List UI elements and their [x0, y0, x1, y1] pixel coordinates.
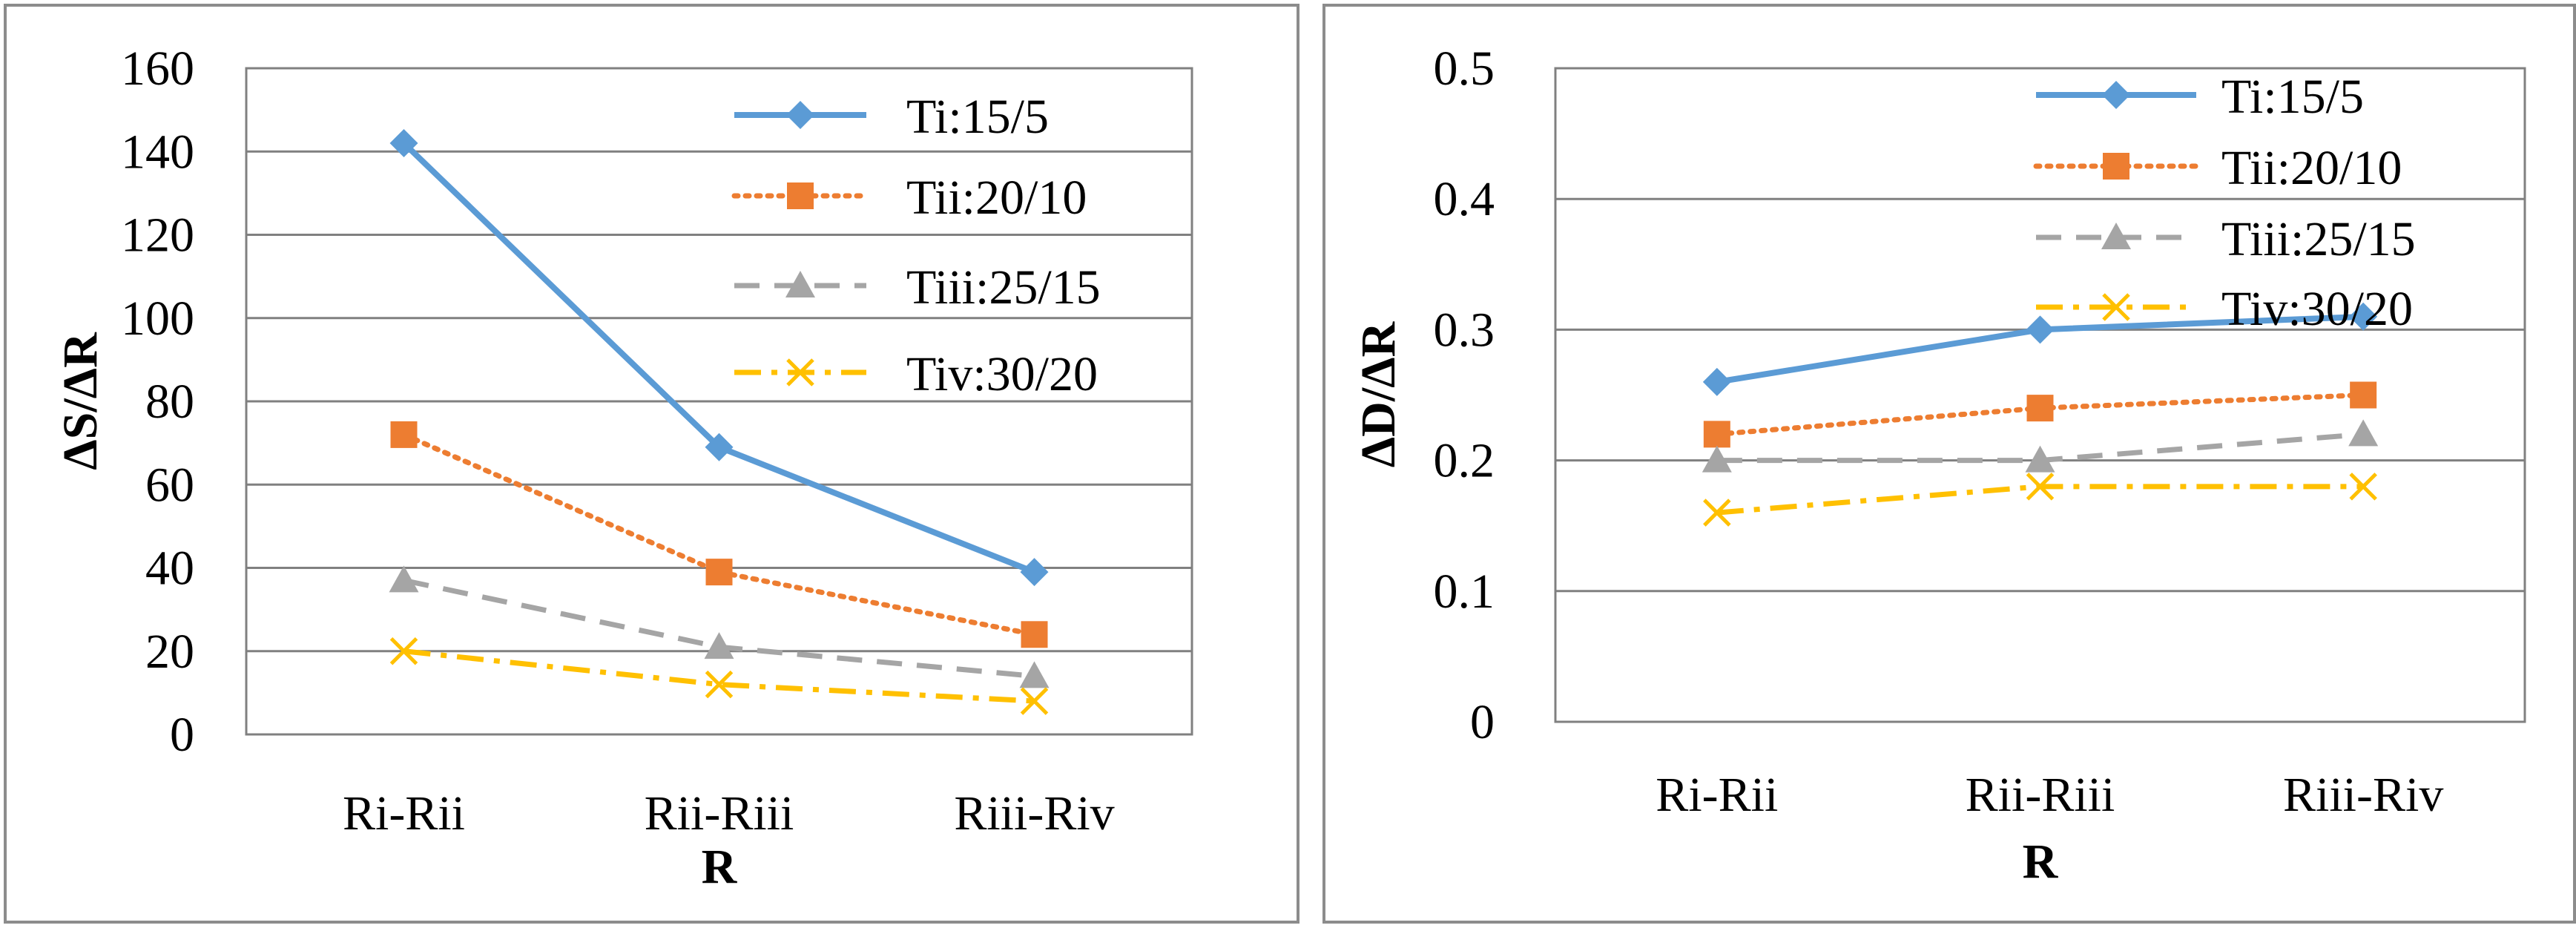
x-tick-label: Rii-Riii [645, 786, 794, 840]
legend-label: Tiii:25/15 [2221, 212, 2416, 266]
data-point [2350, 381, 2377, 409]
legend-item: Tiv:30/20 [2036, 282, 2413, 336]
data-point [705, 670, 734, 699]
series-1 [1702, 302, 2378, 396]
chart-panel-2: 0 0.1 0.2 0.3 0.4 0.5 Ri-Rii Rii-Riii Riii-Riv R Δ… [1322, 4, 2576, 924]
data-point [1702, 367, 1731, 396]
series-2 [1703, 381, 2377, 448]
x-tick-label: Ri-Rii [1656, 768, 1778, 822]
plot-area [1554, 67, 2526, 723]
legend-item: Tii:20/10 [2033, 141, 2402, 195]
legend-label: Ti:15/5 [2221, 70, 2364, 124]
legend-label: Tii:20/10 [2221, 141, 2402, 195]
series-4 [1703, 473, 2377, 527]
y-tick-label: 0 [170, 708, 194, 762]
x-axis-title: R [702, 840, 738, 894]
data-point [1019, 661, 1050, 688]
y-tick-label: 0.5 [1434, 42, 1495, 96]
legend-label: Ti:15/5 [906, 90, 1049, 144]
legend-item: Ti:15/5 [734, 90, 1049, 144]
data-point [1702, 445, 1732, 473]
series-2 [390, 421, 1048, 648]
data-point [1020, 558, 1049, 587]
legend-label: Tiii:25/15 [906, 260, 1101, 315]
data-point [2026, 315, 2055, 344]
x-tick-label: Riii-Riv [2283, 768, 2443, 822]
panel-frame-2 [1322, 4, 2576, 924]
x-tick-label: Ri-Rii [343, 786, 465, 840]
data-point [1703, 499, 1731, 527]
series-3 [1702, 419, 2379, 473]
y-tick-label: 0.2 [1434, 434, 1495, 488]
x-tick-label: Rii-Riii [1966, 768, 2115, 822]
y-tick-label: 140 [121, 125, 194, 179]
legend-label: Tiv:30/20 [2221, 282, 2413, 336]
data-point [704, 632, 734, 659]
y-tick-label: 100 [121, 292, 194, 346]
series-1 [389, 129, 1049, 587]
legend-label: Tii:20/10 [906, 171, 1087, 225]
data-point [390, 421, 418, 448]
y-axis-title: ΔD/ΔR [1351, 320, 1406, 467]
legend-marker [785, 271, 815, 297]
legend-item: Tiii:25/15 [2036, 212, 2416, 266]
y-axis-title: ΔS/ΔR [53, 332, 108, 470]
chart-panel-1: 0 20 40 60 80 100 120 140 160 Ri-Rii Rii-Riii Riii-… [4, 4, 1299, 924]
legend-item: Tii:20/10 [731, 171, 1087, 225]
legend-marker [2101, 223, 2131, 249]
y-tick-label: 0 [1470, 695, 1495, 749]
y-tick-label: 40 [145, 542, 194, 596]
legend-marker [786, 358, 814, 386]
panel-frame-1 [4, 4, 1299, 924]
data-point [705, 432, 734, 461]
data-point [2349, 302, 2378, 331]
series-4 [389, 636, 1049, 715]
data-point [1020, 687, 1049, 715]
data-point [2025, 445, 2055, 473]
legend-marker [787, 182, 814, 209]
data-point [705, 559, 733, 586]
y-tick-label: 20 [145, 625, 194, 679]
y-tick-label: 0.1 [1434, 565, 1495, 619]
legend-item: Tiii:25/15 [734, 260, 1101, 315]
legend: Ti:15/5 Tii:20/10 Tiii:25/15 Tiv:30/20 [2033, 70, 2416, 336]
data-point [2026, 473, 2055, 501]
legend: Ti:15/5 Tii:20/10 Tiii:25/15 Tiv:30/20 [731, 90, 1101, 401]
legend-marker [2102, 81, 2130, 109]
y-tick-label: 0.3 [1434, 303, 1495, 357]
y-tick-label: 120 [121, 208, 194, 263]
legend-label: Tiv:30/20 [906, 347, 1098, 401]
legend-item: Ti:15/5 [2036, 70, 2364, 124]
data-point [389, 129, 418, 158]
data-point [2026, 395, 2054, 422]
data-point [1021, 621, 1048, 648]
legend-item: Tiv:30/20 [734, 347, 1098, 401]
legend-marker [2103, 153, 2129, 180]
data-point [389, 636, 418, 665]
y-tick-label: 60 [145, 458, 194, 512]
y-tick-label: 160 [121, 42, 194, 96]
legend-marker [2102, 293, 2130, 321]
series-3 [389, 565, 1050, 688]
data-point [389, 565, 419, 593]
y-tick-label: 80 [145, 375, 194, 429]
x-tick-label: Riii-Riv [954, 786, 1114, 840]
x-axis-title: R [2023, 835, 2059, 889]
plot-area [245, 67, 1193, 736]
legend-marker [786, 101, 814, 129]
data-point [2349, 473, 2377, 501]
data-point [1703, 421, 1730, 448]
data-point [2348, 419, 2379, 447]
y-tick-label: 0.4 [1434, 172, 1495, 226]
